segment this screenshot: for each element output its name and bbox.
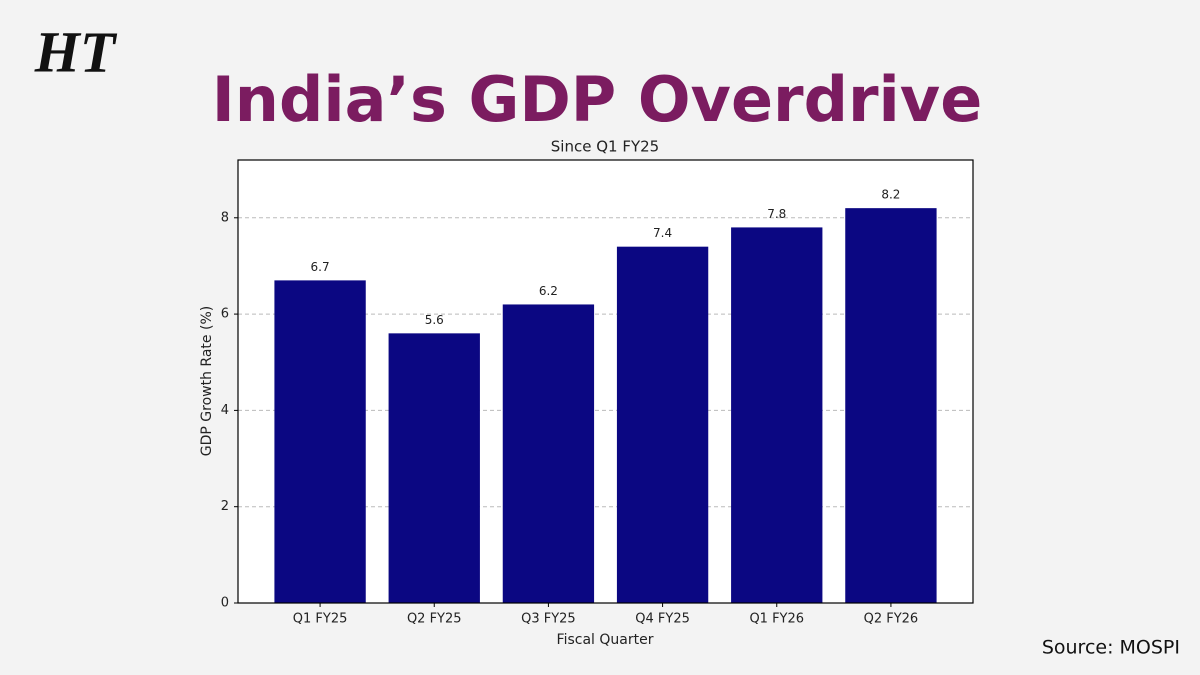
y-tick-label: 8 bbox=[221, 210, 229, 225]
data-label: 8.2 bbox=[881, 188, 900, 202]
y-tick-label: 6 bbox=[221, 307, 229, 322]
y-axis-label: GDP Growth Rate (%) bbox=[199, 306, 215, 456]
bar bbox=[731, 227, 823, 604]
data-label: 7.8 bbox=[767, 207, 786, 221]
bar bbox=[388, 333, 480, 603]
x-tick-label: Q1 FY25 bbox=[293, 612, 348, 627]
bar bbox=[616, 246, 709, 603]
data-label: 5.6 bbox=[425, 313, 444, 327]
x-tick-label: Q3 FY25 bbox=[521, 612, 576, 627]
x-tick-label: Q4 FY25 bbox=[635, 612, 690, 627]
data-label: 6.7 bbox=[311, 260, 330, 274]
x-tick-label: Q2 FY25 bbox=[407, 612, 462, 627]
x-tick-label: Q1 FY26 bbox=[749, 612, 804, 627]
chart-title: India’s GDP Overdrive bbox=[212, 63, 983, 136]
y-tick-label: 0 bbox=[221, 596, 229, 611]
data-label: 6.2 bbox=[539, 284, 558, 298]
x-tick-label: Q2 FY26 bbox=[864, 612, 919, 627]
y-tick-label: 2 bbox=[221, 499, 229, 514]
y-tick-label: 4 bbox=[221, 403, 229, 418]
bar bbox=[845, 208, 937, 604]
bar bbox=[274, 280, 366, 603]
x-axis-label: Fiscal Quarter bbox=[557, 632, 654, 648]
plot-border bbox=[237, 159, 974, 604]
logo: HT bbox=[34, 19, 118, 84]
source: Source: MOSPI bbox=[1042, 637, 1180, 659]
bar bbox=[502, 304, 595, 603]
data-label: 7.4 bbox=[653, 226, 672, 240]
chart-subtitle: Since Q1 FY25 bbox=[551, 138, 659, 156]
